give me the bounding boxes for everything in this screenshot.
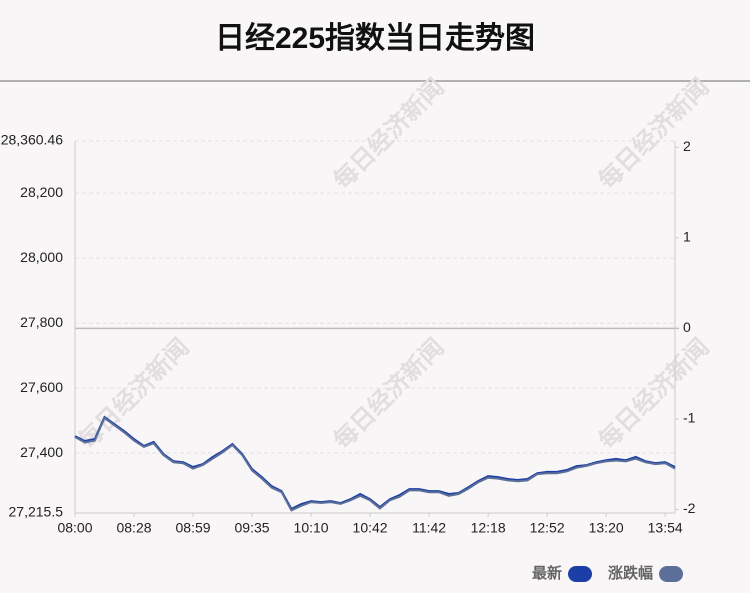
x-tick-label: 12:52 <box>530 520 565 536</box>
y-tick-label: 27,800 <box>20 314 63 330</box>
x-tick-label: 08:59 <box>176 520 211 536</box>
y-tick-label: 28,000 <box>20 249 63 265</box>
legend-swatch <box>568 566 593 582</box>
y2-tick-label: 1 <box>683 229 691 245</box>
x-tick-label: 09:35 <box>235 520 270 536</box>
y-tick-label: 28,360.46 <box>1 132 63 148</box>
x-tick-label: 08:00 <box>57 520 92 536</box>
y2-tick-label: -2 <box>683 500 696 516</box>
legend-swatch <box>659 566 684 582</box>
x-tick-label: 10:10 <box>294 520 329 536</box>
chart-title: 日经225指数当日走势图 <box>215 21 535 55</box>
y-tick-label: 27,400 <box>20 444 63 460</box>
y-tick-label: 27,215.5 <box>9 504 64 520</box>
x-tick-label: 13:54 <box>648 520 683 536</box>
x-tick-label: 08:28 <box>116 520 151 536</box>
x-tick-label: 10:42 <box>353 520 388 536</box>
legend-label: 最新 <box>532 564 562 582</box>
x-tick-label: 11:42 <box>412 520 446 536</box>
y-tick-label: 28,200 <box>20 184 63 200</box>
legend-label: 涨跌幅 <box>608 564 653 582</box>
x-tick-label: 13:20 <box>589 520 624 536</box>
y2-tick-label: -1 <box>683 410 696 426</box>
series-line <box>74 416 676 512</box>
x-tick-label: 12:18 <box>471 520 506 536</box>
y-tick-label: 27,600 <box>20 379 63 395</box>
y2-tick-label: 0 <box>683 319 691 335</box>
y2-tick-label: 2 <box>683 138 691 154</box>
